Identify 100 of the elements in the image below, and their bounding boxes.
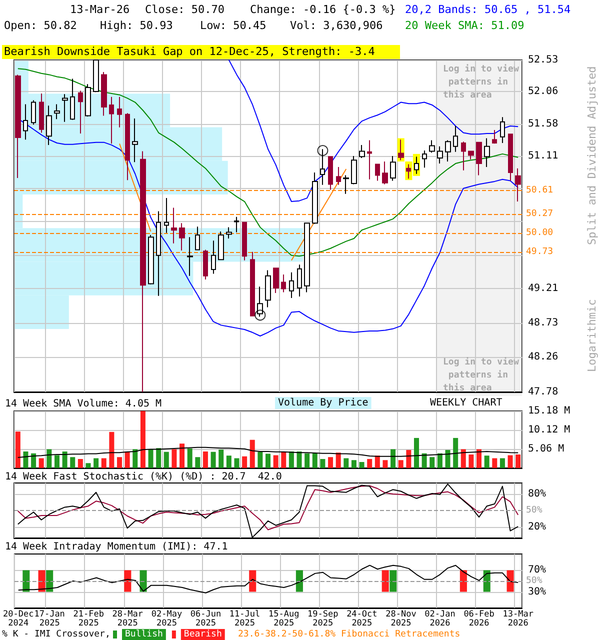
candlestick (195, 226, 200, 250)
x-tick-label: 11-Jul 2025 (229, 610, 260, 628)
text: High: 50.93 (100, 19, 173, 32)
bar (180, 444, 185, 468)
bar (422, 453, 427, 468)
bar (390, 449, 396, 468)
bar (172, 449, 177, 468)
ref-line-label: 50% (526, 506, 543, 516)
bar (492, 458, 498, 468)
candlestick (343, 174, 349, 194)
candlestick (351, 155, 357, 185)
bar (273, 455, 278, 468)
bar (54, 455, 60, 468)
candlestick (390, 155, 396, 182)
x-tick-label: 15-Aug 2025 (268, 610, 300, 628)
candlestick (304, 222, 310, 293)
bar (312, 453, 318, 468)
text: 13-Mar-26 (70, 3, 130, 16)
candlestick (515, 168, 521, 202)
text: % K - IMI Crossover, (2, 630, 110, 640)
bar (296, 451, 302, 468)
legend-label: Bullish (125, 630, 163, 640)
bar (132, 449, 138, 468)
bar (304, 453, 310, 468)
candlestick (461, 141, 466, 171)
candlestick (250, 251, 255, 316)
text: WEEKLY CHART (430, 398, 502, 408)
bar (195, 457, 200, 468)
candlestick (171, 207, 177, 244)
candlestick (445, 140, 451, 162)
bar (86, 463, 91, 468)
candlestick (312, 172, 318, 224)
line-series (17, 446, 519, 458)
candlestick (148, 234, 154, 285)
candlestick (226, 226, 232, 240)
candlestick (320, 148, 325, 186)
bar (328, 457, 334, 468)
bar (476, 449, 482, 468)
y-tick-label: 52.06 (528, 86, 558, 97)
x-tick-label: 02-May 2025 (151, 610, 182, 628)
bar (140, 411, 146, 468)
bar (281, 452, 286, 468)
text: 20,2 Bands: 50.65 , 51.54 (405, 3, 571, 16)
chart-title: 14 Week SMA Volume: 4.05 M (5, 398, 162, 410)
y-tick-label: 20% (528, 522, 546, 532)
bar (250, 440, 255, 468)
bar (320, 458, 326, 468)
y-tick-label: 48.26 (528, 351, 558, 362)
x-tick-label: 17-Jan 2025 (34, 610, 65, 628)
annotation: Log in to view patterns in this area (443, 356, 520, 394)
bar (367, 458, 372, 468)
y-tick-label: 5.06 M (528, 444, 564, 454)
candlestick (508, 134, 513, 182)
bar (46, 449, 52, 468)
text: Low: 50.45 (200, 19, 266, 32)
candlestick (281, 274, 286, 293)
bar (226, 456, 232, 468)
candlestick (132, 118, 138, 163)
candlestick (203, 249, 208, 280)
bar (288, 451, 294, 468)
candlestick (289, 272, 294, 298)
y-tick-label: 52.53 (528, 54, 558, 66)
bar (70, 457, 76, 468)
candlestick (429, 140, 435, 154)
bar (359, 462, 364, 468)
candlestick (359, 144, 365, 159)
y-tick-label: 30% (528, 586, 546, 598)
bar (336, 452, 341, 468)
ref-line-label: 49.73 (526, 246, 554, 257)
candlestick (484, 138, 490, 168)
bar (500, 458, 505, 468)
candlestick (164, 198, 169, 234)
y-tick-label: 10.12 M (528, 424, 570, 436)
candlestick (31, 100, 36, 126)
y-tick-label: 49.21 (528, 283, 558, 294)
bar (148, 449, 154, 468)
y-tick-label: 15.18 M (528, 406, 570, 416)
text: Volume By Price (278, 398, 368, 408)
candlestick (211, 240, 216, 274)
candlestick (187, 236, 193, 276)
text: Logarithmic (586, 299, 598, 372)
text: Change: -0.16 {-0.3 %} (250, 3, 396, 16)
bar (156, 448, 162, 468)
candlestick (46, 105, 52, 146)
bar (242, 456, 248, 468)
bar (124, 451, 130, 468)
candlestick (367, 140, 372, 180)
bar (437, 453, 442, 468)
x-tick-label: 20-Dec 2024 (2, 610, 34, 628)
x-tick-label: 06-Feb 2026 (464, 610, 494, 628)
candlestick (476, 142, 482, 176)
bar (414, 438, 419, 468)
y-tick-label: 48.73 (528, 318, 558, 329)
bar (430, 457, 435, 468)
bar (117, 457, 122, 468)
x-tick-label: 21-Feb 2025 (73, 610, 104, 628)
bar (15, 432, 20, 468)
ref-line-label: 50.61 (526, 185, 554, 196)
x-tick-label: 19-Sep 2025 (308, 610, 338, 628)
bar (38, 458, 44, 468)
